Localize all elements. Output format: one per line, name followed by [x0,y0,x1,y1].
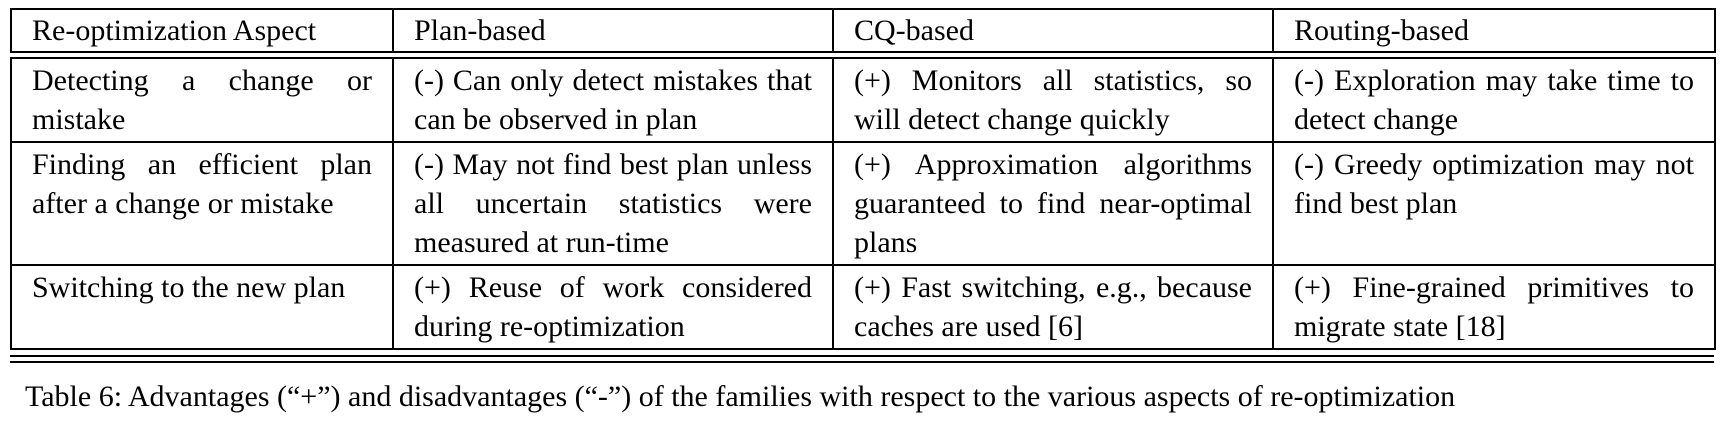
row-aspect: Detecting a change or mistake [10,57,394,143]
row-cq-based: (+) Fast switching, e.g., because caches… [832,264,1274,350]
row-routing-based: (-) Greedy optimization may not find bes… [1272,141,1716,266]
table-body: Detecting a change or mistake (-) Can on… [10,57,1716,350]
table-caption: Table 6: Advantages (“+”) and disadvanta… [25,380,1456,413]
header-gap [11,51,1715,59]
header-gap-cell [833,51,1273,59]
comparison-table-container: Re-optimization Aspect Plan-based CQ-bas… [10,8,1716,363]
table-row: Finding an efficient plan after a change… [10,141,1716,266]
row-cq-based: (+) Approximation algorithms guaranteed … [832,141,1274,266]
row-cq-based: (+) Monitors all statistics, so will det… [832,57,1274,143]
row-plan-based: (+) Reuse of work considered during re-o… [392,264,834,350]
table-row: Switching to the new plan (+) Reuse of w… [10,264,1716,350]
header-routing-based: Routing-based [1272,8,1716,53]
row-routing-based: (-) Exploration may take time to detect … [1272,57,1716,143]
header-cq-based: CQ-based [832,8,1274,53]
header-gap-cell [1273,51,1715,59]
row-routing-based: (+) Fine-grained primitives to migrate s… [1272,264,1716,350]
header-plan-based: Plan-based [392,8,834,53]
table-header: Re-optimization Aspect Plan-based CQ-bas… [10,8,1716,59]
row-plan-based: (-) May not find best plan unless all un… [392,141,834,266]
row-plan-based: (-) Can only detect mistakes that can be… [392,57,834,143]
table-bottom-double-rule [10,355,1714,363]
header-row: Re-optimization Aspect Plan-based CQ-bas… [10,8,1716,53]
row-aspect: Switching to the new plan [10,264,394,350]
row-aspect: Finding an efficient plan after a change… [10,141,394,266]
reoptimization-comparison-table: Re-optimization Aspect Plan-based CQ-bas… [10,8,1716,350]
header-gap-cell [393,51,833,59]
header-gap-cell [11,51,393,59]
table-row: Detecting a change or mistake (-) Can on… [10,57,1716,143]
header-aspect: Re-optimization Aspect [10,8,394,53]
